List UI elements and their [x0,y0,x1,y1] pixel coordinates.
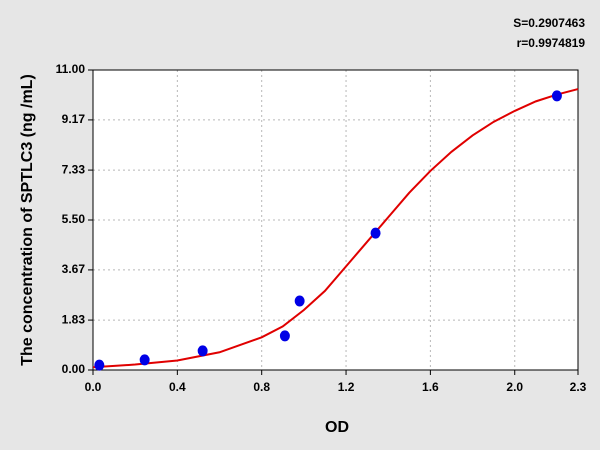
data-point [94,359,105,371]
data-point [279,330,290,342]
data-point [551,90,562,102]
y-tick-label: 0.00 [62,362,86,376]
x-tick-label: 2.0 [506,380,523,394]
y-tick-label: 1.83 [62,312,86,326]
x-tick-label: 0.8 [253,380,270,394]
annotation: r=0.9974819 [517,36,586,50]
x-tick-label: 1.2 [338,380,355,394]
x-tick-label: 2.3 [570,380,587,394]
data-point [197,345,208,357]
x-tick-label: 1.6 [422,380,439,394]
y-tick-label: 5.50 [62,212,86,226]
annotation: S=0.2907463 [513,16,585,30]
x-axis-label: OD [325,419,349,436]
y-tick-label: 11.00 [56,62,86,76]
data-point [139,354,150,366]
y-tick-label: 9.17 [62,112,86,126]
data-point [294,295,305,307]
data-point [370,227,381,239]
x-tick-label: 0.0 [85,380,102,394]
y-tick-label: 7.33 [62,162,86,176]
y-tick-label: 3.67 [62,262,86,276]
y-axis-label: The concentration of SPTLC3 (ng /mL) [19,74,36,366]
plot-frame [92,69,579,371]
x-tick-label: 0.4 [169,380,186,394]
